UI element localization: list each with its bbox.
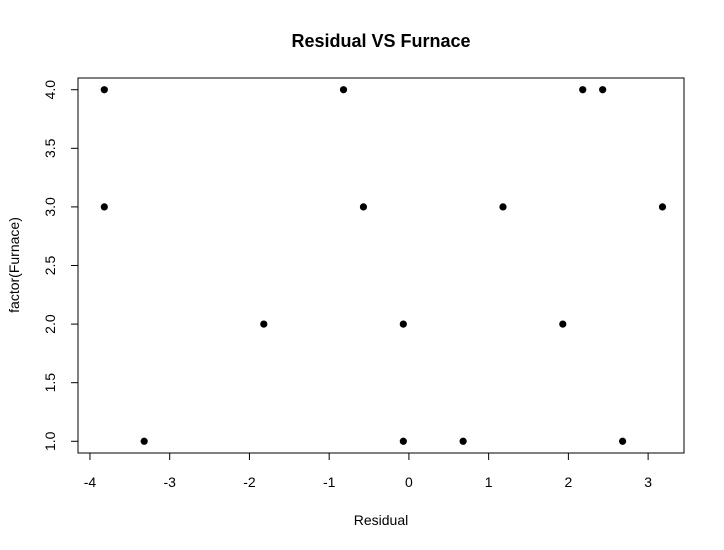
data-point — [339, 86, 348, 94]
x-tick-label: -3 — [163, 474, 176, 490]
x-tick-label: -4 — [84, 474, 97, 490]
data-point — [100, 203, 108, 211]
data-point — [399, 437, 407, 445]
y-tick-label: 4.0 — [42, 80, 58, 100]
data-point — [399, 320, 407, 328]
x-tick-label: -1 — [323, 474, 336, 490]
chart-title: Residual VS Furnace — [291, 31, 470, 51]
plot-frame — [77, 77, 685, 454]
data-point — [658, 203, 667, 211]
data-point — [459, 437, 467, 445]
y-tick-label: 3.5 — [42, 138, 58, 158]
y-tick-label: 2.5 — [42, 256, 58, 276]
data-point — [499, 203, 507, 211]
x-axis: -4 -3 -2 -1 0 1 2 3 — [84, 452, 652, 490]
y-tick-label: 2.0 — [42, 314, 58, 334]
data-point — [260, 320, 268, 328]
data-point — [559, 320, 567, 328]
data-points — [100, 86, 667, 445]
x-tick-label: 1 — [485, 474, 493, 490]
data-point — [579, 86, 587, 94]
data-point — [619, 437, 627, 445]
y-tick-label: 1.0 — [42, 431, 58, 451]
data-point — [100, 86, 108, 94]
y-tick-label: 3.0 — [42, 197, 58, 217]
x-tick-label: 0 — [405, 474, 413, 490]
x-tick-label: 2 — [564, 474, 572, 490]
y-axis: 1.0 1.5 2.0 2.5 3.0 3.5 4.0 — [42, 80, 79, 451]
data-point — [140, 437, 148, 445]
data-point — [599, 86, 607, 94]
y-tick-label: 1.5 — [42, 373, 58, 393]
x-tick-label: -2 — [243, 474, 256, 490]
x-tick-label: 3 — [644, 474, 652, 490]
x-axis-label: Residual — [354, 512, 408, 528]
y-axis-label: factor(Furnace) — [6, 217, 22, 313]
data-point — [359, 203, 368, 211]
